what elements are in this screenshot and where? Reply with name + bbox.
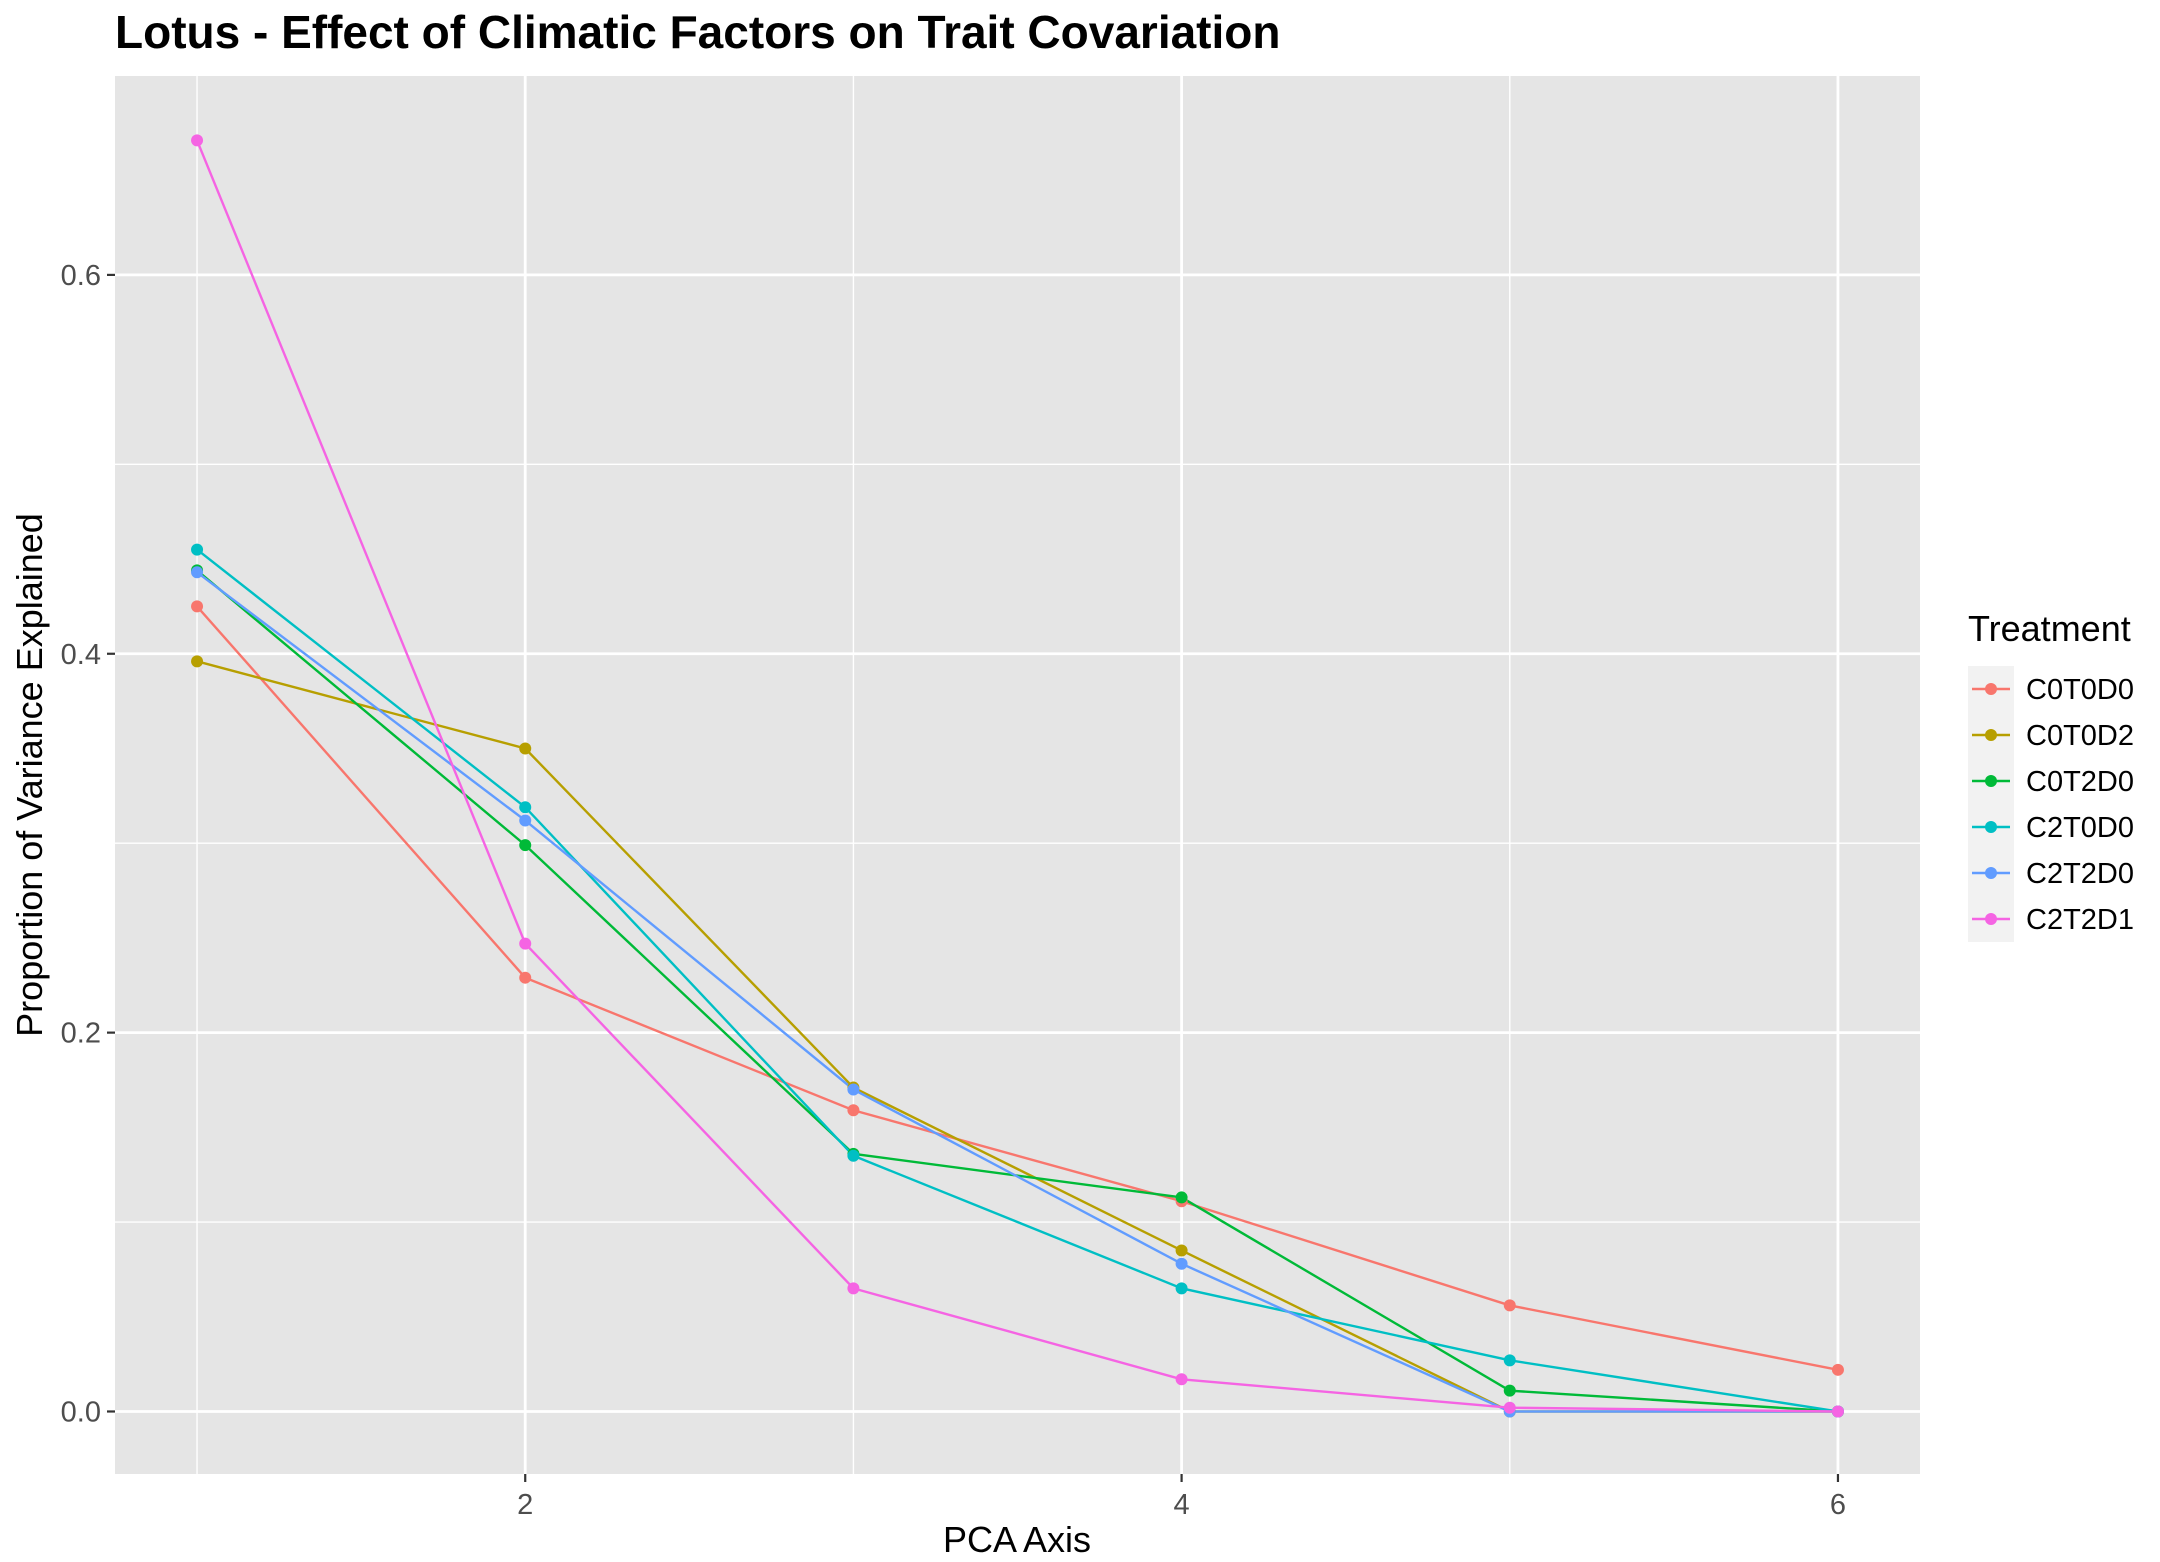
legend-label-C2T2D0: C2T2D0 — [2026, 858, 2134, 890]
data-point-C2T2D1 — [1503, 1401, 1516, 1414]
y-axis-title: Proportion of Variance Explained — [9, 513, 50, 1037]
plot-panel — [115, 76, 1920, 1474]
data-point-C2T0D0 — [847, 1149, 860, 1162]
legend-key-point — [1985, 683, 1997, 695]
data-point-C2T2D0 — [191, 566, 204, 579]
y-tick-label: 0.6 — [61, 260, 101, 292]
data-point-C2T2D1 — [1831, 1405, 1844, 1418]
series-points — [191, 134, 1844, 1418]
data-point-C0T0D2 — [519, 742, 532, 755]
series-line-C2T2D1 — [195, 139, 1838, 1413]
series-line-C2T0D0 — [196, 548, 1839, 1413]
series-lines — [195, 139, 1839, 1413]
data-point-C2T0D0 — [1503, 1354, 1516, 1367]
legend-label-C0T0D2: C0T0D2 — [2026, 720, 2134, 752]
data-point-C2T2D0 — [519, 814, 532, 827]
series-line-C0T0D0 — [196, 605, 1839, 1371]
chart-title: Lotus - Effect of Climatic Factors on Tr… — [115, 6, 1280, 58]
x-axis-title: PCA Axis — [943, 1519, 1091, 1560]
legend-key-point — [1985, 821, 1997, 833]
x-tick-label: 2 — [517, 1489, 533, 1521]
minor-gridlines — [115, 76, 1920, 1474]
data-point-C2T2D0 — [1175, 1257, 1188, 1270]
x-tick-label: 6 — [1830, 1489, 1846, 1521]
data-point-C0T0D0 — [1831, 1363, 1844, 1376]
legend-key-point — [1985, 775, 1997, 787]
legend-key-point — [1985, 729, 1997, 741]
data-point-C2T2D1 — [519, 937, 532, 950]
legend-key-point — [1985, 867, 1997, 879]
data-point-C0T2D0 — [1503, 1384, 1516, 1397]
legend-label-C2T0D0: C2T0D0 — [2026, 812, 2134, 844]
data-point-C2T2D1 — [191, 134, 204, 147]
legend-title: Treatment — [1968, 608, 2131, 649]
legend-label-C2T2D1: C2T2D1 — [2026, 904, 2134, 936]
data-point-C2T2D1 — [847, 1282, 860, 1295]
legend-label-C0T2D0: C0T2D0 — [2026, 766, 2134, 798]
legend-key-point — [1985, 913, 1997, 925]
data-point-C0T0D0 — [1503, 1299, 1516, 1312]
y-tick-label: 0.2 — [61, 1018, 101, 1050]
x-axis-ticks: 2 4 6 — [517, 1474, 1846, 1521]
data-point-C2T0D0 — [191, 543, 204, 556]
data-point-C0T2D0 — [519, 839, 532, 852]
data-point-C0T0D0 — [847, 1104, 860, 1117]
data-point-C0T0D2 — [191, 655, 204, 668]
data-point-C0T0D0 — [519, 971, 532, 984]
data-point-C2T0D0 — [519, 801, 532, 814]
data-point-C0T2D0 — [1175, 1191, 1188, 1204]
legend: C0T0D0 C0T0D2 C0T2D0 C2T0D0 C2T2D0 C2T2D1 — [1968, 666, 2134, 942]
data-point-C0T0D0 — [191, 600, 204, 613]
y-tick-label: 0.4 — [61, 639, 101, 671]
data-point-C2T0D0 — [1175, 1282, 1188, 1295]
data-point-C0T0D2 — [1175, 1244, 1188, 1257]
data-point-C2T2D0 — [847, 1083, 860, 1096]
legend-label-C0T0D0: C0T0D0 — [2026, 674, 2134, 706]
x-tick-label: 4 — [1174, 1489, 1190, 1521]
series-line-C2T2D0 — [196, 571, 1838, 1413]
y-axis-ticks: 0.0 0.2 0.4 0.6 — [61, 260, 115, 1428]
data-point-C2T2D1 — [1175, 1373, 1188, 1386]
y-tick-label: 0.0 — [61, 1396, 101, 1428]
